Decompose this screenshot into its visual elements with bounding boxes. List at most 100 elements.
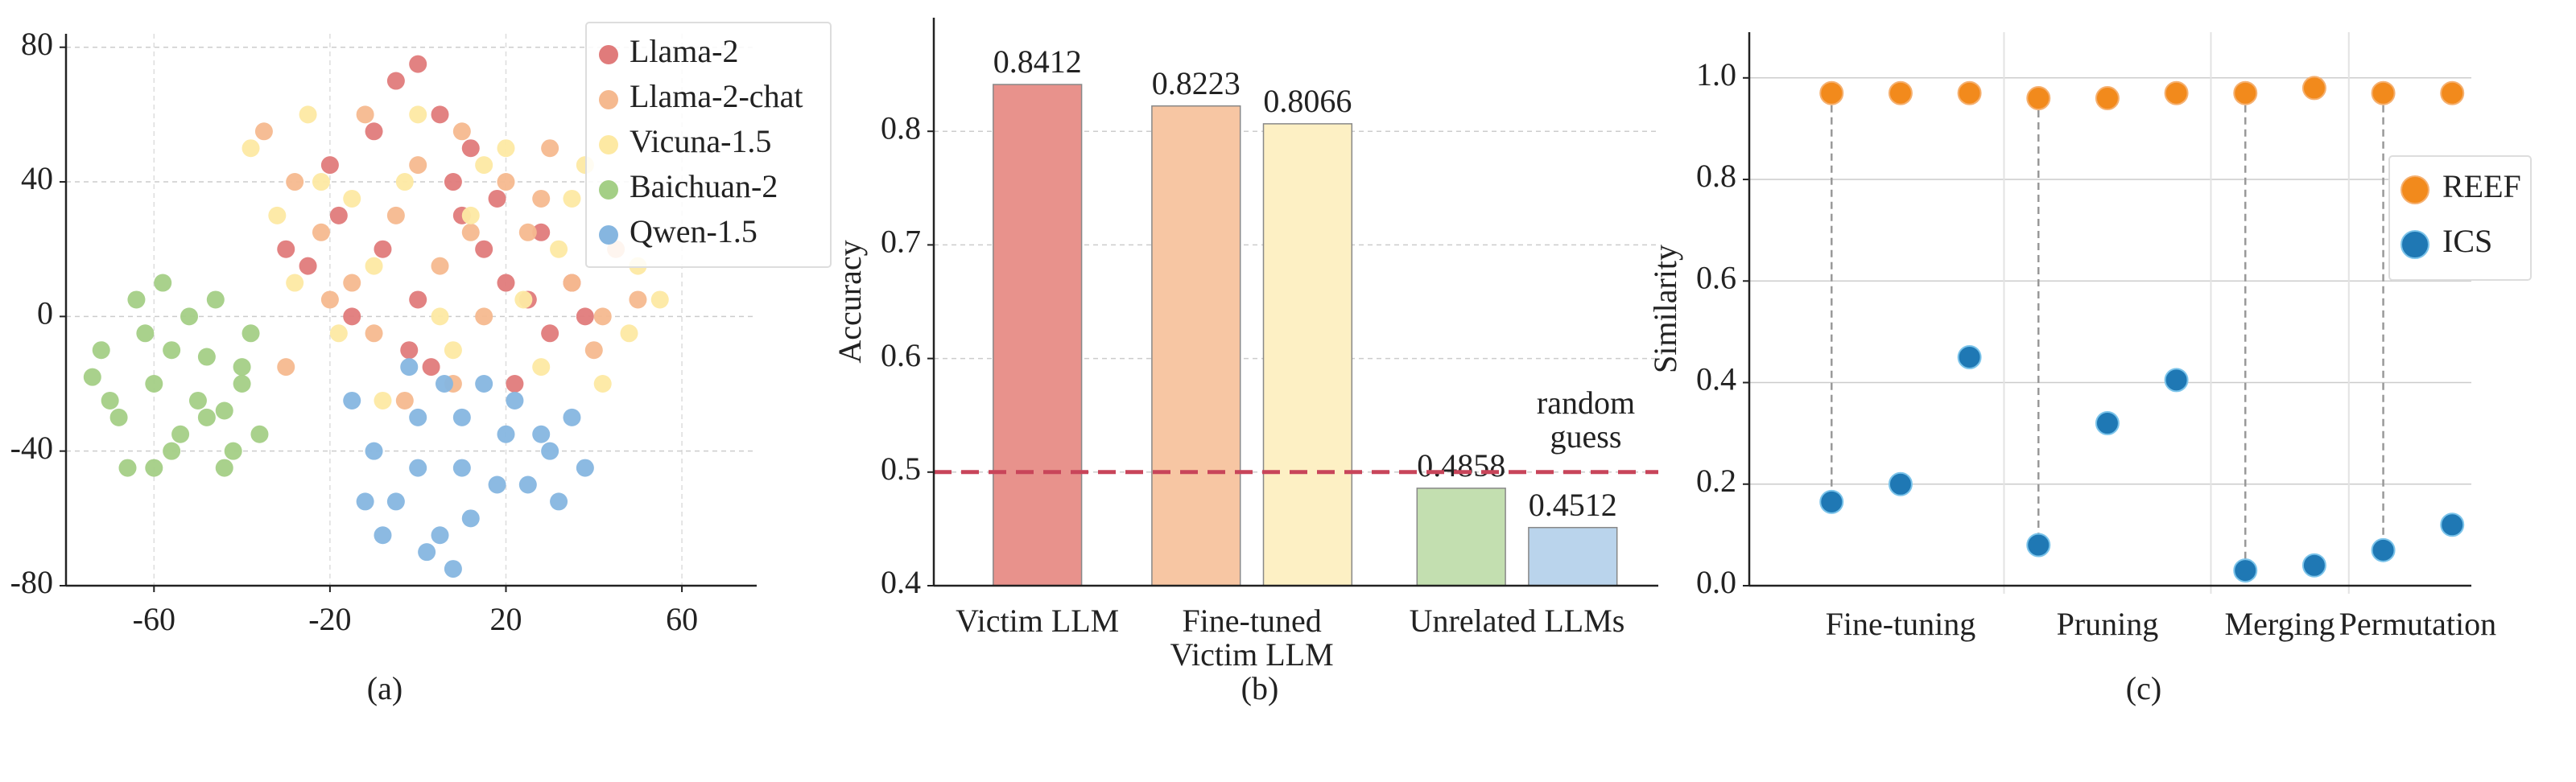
point [233,375,251,393]
y-tick-label: 0.6 [1696,259,1736,295]
y-tick-label: 80 [21,26,53,62]
point [488,189,506,208]
point [365,257,383,275]
x-tick-label: Permutation [2339,606,2497,642]
point [2233,80,2258,105]
legend-marker [599,225,618,245]
bar-value-label: 0.8066 [1263,83,1352,119]
point [475,156,493,175]
point [1819,489,1844,514]
point [461,223,480,241]
point [197,408,216,426]
point [550,492,568,511]
point [1957,344,1982,369]
point [286,274,304,292]
point [171,425,190,443]
x-tick-label-line: Unrelated LLMs [1410,603,1625,639]
reference-label: guess [1550,418,1622,455]
y-tick-label: 0.7 [881,224,921,260]
point [118,459,137,477]
point [374,526,392,545]
point [386,206,405,224]
y-tick-label: 0.4 [881,564,921,600]
point [506,375,524,393]
point [435,375,453,393]
point [444,560,462,578]
point [409,408,427,426]
bar-value-label: 0.4858 [1417,447,1505,484]
point [109,408,128,426]
x-tick-label: Fine-tuning [1826,606,1976,642]
point [163,442,181,460]
x-tick-label: 20 [489,601,522,637]
point [488,475,506,494]
point [475,240,493,258]
point [2440,80,2465,105]
x-tick-label-line: Fine-tuned [1182,603,1321,639]
bar [993,84,1083,586]
point [563,274,581,292]
point [299,105,317,124]
bar-value-label: 0.8412 [993,43,1082,80]
point [2301,76,2326,101]
point [541,324,559,343]
legend-label: ICS [2442,223,2492,259]
point [343,307,361,326]
panel-caption: (b) [1241,670,1279,706]
point [92,341,110,360]
point [343,391,361,410]
y-tick-label: 0.2 [1696,463,1736,499]
point [563,408,581,426]
point [2095,86,2120,111]
y-tick-label: -40 [10,430,53,466]
x-tick-label: Merging [2225,606,2335,642]
legend-label: Baichuan-2 [630,168,778,204]
point [286,173,304,191]
point [215,459,233,477]
point [206,290,225,309]
point [2026,86,2051,111]
point [461,206,480,224]
point [475,307,493,326]
point [431,526,449,545]
point [365,324,383,343]
y-tick-label: 0.5 [881,451,921,487]
point [418,543,436,562]
y-tick-label: -80 [10,564,53,600]
point [497,425,515,443]
x-tick-label-line: Victim LLM [1170,636,1334,673]
point [374,391,392,410]
y-tick-label: 0.4 [1696,361,1736,397]
legend-marker [599,90,618,109]
point [593,375,612,393]
point [461,139,480,158]
point [188,391,207,410]
point [650,290,669,309]
point [409,459,427,477]
point [386,492,405,511]
point [343,189,361,208]
y-tick-label: 0.8 [1696,158,1736,194]
point [629,290,647,309]
bar [1528,526,1618,586]
point [584,341,603,360]
x-tick-label-line: Victim LLM [956,603,1119,639]
point [2301,553,2326,578]
y-tick-label: 0.8 [881,109,921,146]
point [329,324,348,343]
point [101,391,119,410]
point [242,324,260,343]
point [475,375,493,393]
point [386,72,405,90]
point [1819,80,1844,105]
point [518,475,537,494]
point [400,358,419,377]
point [452,408,471,426]
point [268,206,287,224]
legend-label: Vicuna-1.5 [630,123,771,159]
point [145,375,163,393]
x-tick-label: Fine-tuned Victim LLM [1170,603,1334,673]
point [409,290,427,309]
point [127,290,146,309]
point [277,358,295,377]
